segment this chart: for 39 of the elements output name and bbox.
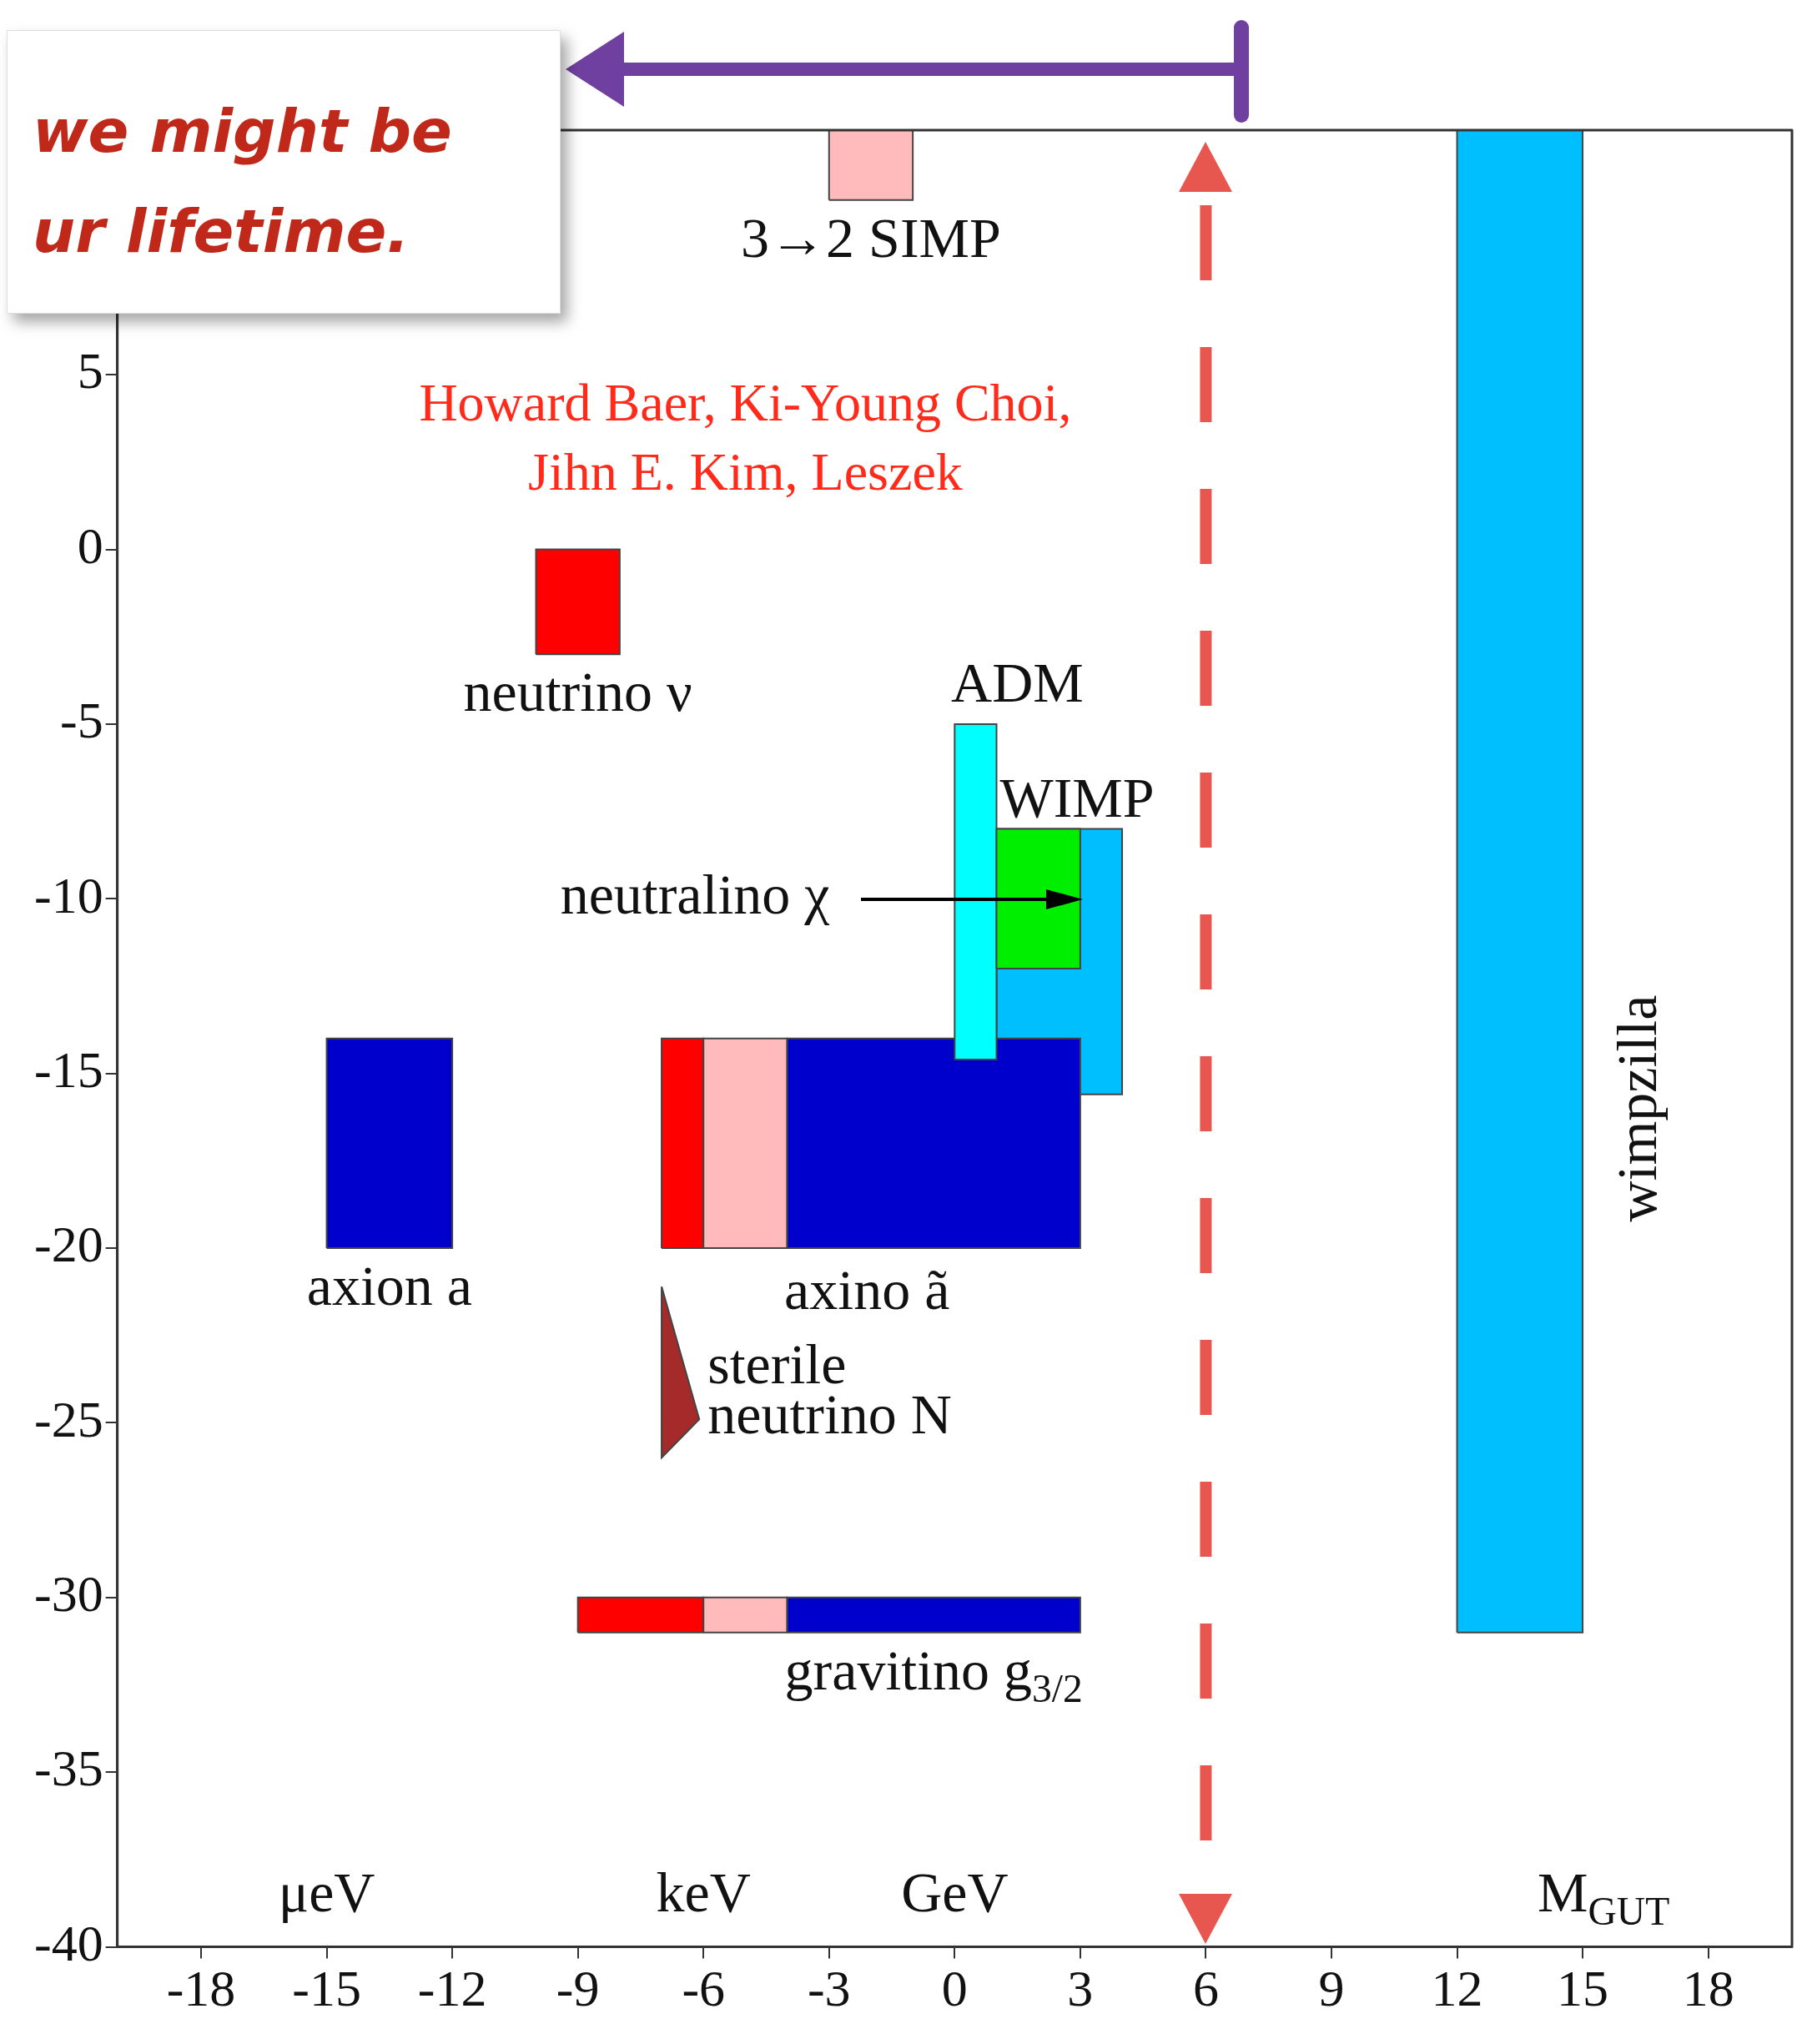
y-tick-label: -25 xyxy=(33,1390,103,1447)
series-label: WIMP xyxy=(999,766,1155,830)
y-tick-label: -10 xyxy=(33,866,103,924)
series-label: axion a xyxy=(306,1253,472,1317)
series-label: 3→2 SIMP xyxy=(741,205,1001,269)
x-tick-label: -15 xyxy=(292,1960,361,2017)
x-tick-label: 12 xyxy=(1431,1960,1483,2017)
y-tick-label: -15 xyxy=(33,1040,103,1098)
annotation: μeV xyxy=(278,1860,375,1925)
series-label: sterile neutrino N xyxy=(707,1332,952,1446)
x-tick-label: 0 xyxy=(941,1960,968,2017)
y-tick-label: -20 xyxy=(33,1216,103,1273)
x-tick-label: 15 xyxy=(1557,1960,1609,2017)
x-tick-label: 18 xyxy=(1682,1960,1734,2017)
annotation: we might be xyxy=(33,95,453,168)
y-tick-label: -5 xyxy=(59,692,103,749)
y-tick-label: -35 xyxy=(33,1739,103,1797)
text: neutralino χ xyxy=(560,863,830,927)
annotation: Howard Baer, Ki-Young Choi, xyxy=(419,372,1072,432)
x-tick-label: 3 xyxy=(1067,1960,1094,2017)
x-tick-label: -9 xyxy=(556,1960,600,2017)
y-tick-label: 5 xyxy=(77,342,103,400)
x-tick-label: -18 xyxy=(166,1960,236,2017)
x-tick-label: -3 xyxy=(807,1960,851,2017)
x-tick-label: 6 xyxy=(1192,1960,1219,2017)
y-tick-label: 0 xyxy=(77,516,103,574)
series-label: axino ã xyxy=(784,1257,950,1322)
y-tick-label: -30 xyxy=(33,1565,103,1623)
x-tick-label: -6 xyxy=(682,1960,726,2017)
annotation: ur lifetime. xyxy=(33,195,410,268)
y-tick-label: -40 xyxy=(33,1914,103,1971)
text: wimpzilla xyxy=(1604,994,1669,1222)
series-label: neutrino ν xyxy=(463,660,692,724)
x-tick-label: 9 xyxy=(1318,1960,1345,2017)
annotation: GeV xyxy=(901,1860,1009,1925)
annotation: Jihn E. Kim, Leszek xyxy=(528,442,963,502)
series-label: ADM xyxy=(951,650,1084,714)
annotation: keV xyxy=(656,1860,751,1925)
x-tick-label: -12 xyxy=(417,1960,487,2017)
